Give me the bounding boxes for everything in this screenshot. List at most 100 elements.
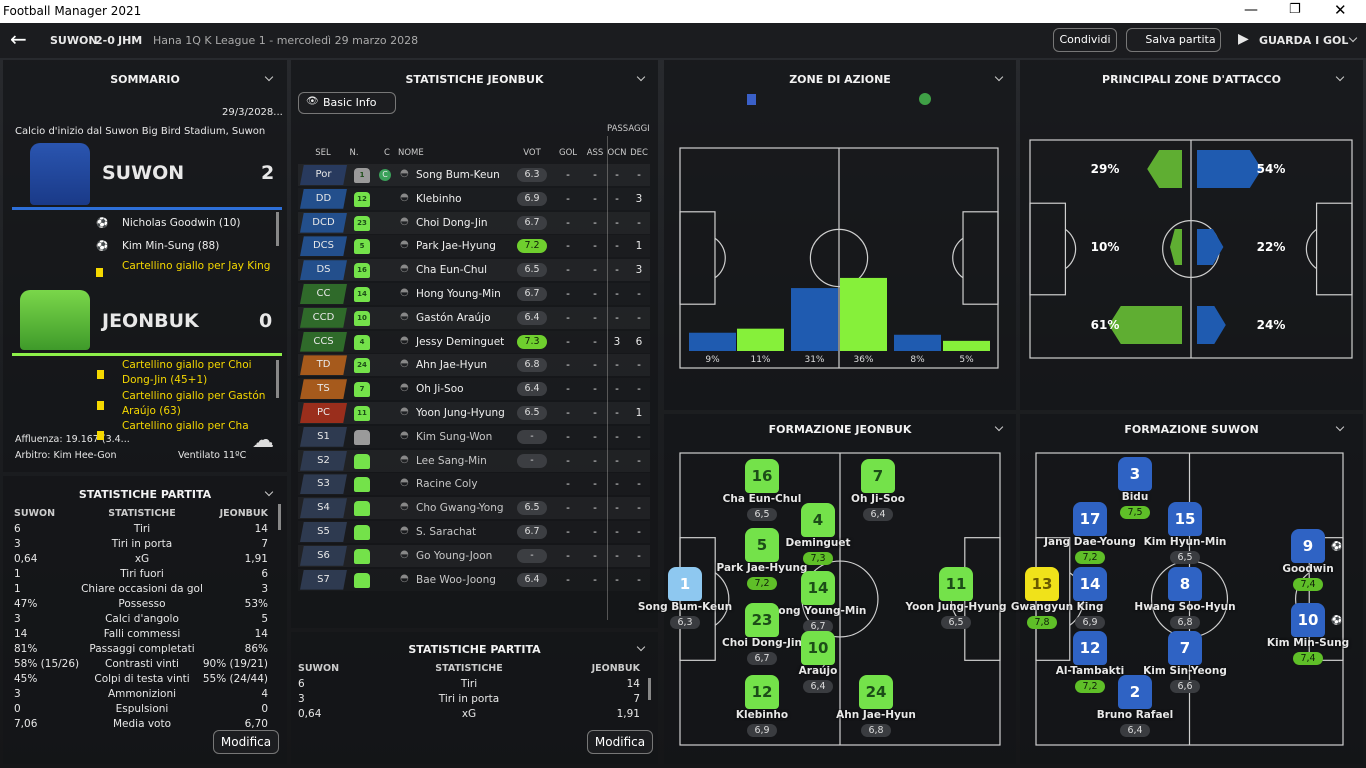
player-name[interactable]: Hong Young-Min [416,288,501,300]
player-rating: 6,3 [670,616,700,629]
player-rating: 7,2 [1075,680,1105,693]
stat-cell: - [593,311,597,324]
minimize[interactable]: — [1244,2,1258,18]
player-shirt[interactable]: 10 [801,631,835,665]
player-name[interactable]: Bae Woo-Joong [416,573,496,586]
player-name[interactable]: S. Sarachat [416,526,477,538]
player-shirt[interactable]: 23 [745,603,779,637]
panel-title: FORMAZIONE SUWON [1124,423,1259,436]
edit-button[interactable]: Modifica [587,730,653,754]
player-label: Al-Tambakti [1055,665,1125,677]
shirt-icon [354,453,370,469]
player-name[interactable]: Ahn Jae-Hyun [416,359,488,372]
player-shirt[interactable]: 11 [939,567,973,601]
zone-label: 31% [804,355,824,365]
stat-cell: - [593,502,597,515]
player-name[interactable]: Racine Coly [416,478,478,491]
player-shirt[interactable]: 16 [745,459,779,493]
stat-cell: - [615,454,619,467]
position-pill: TD [300,355,347,376]
stat-cell: - [615,264,619,277]
player-rating: 6,8 [1170,616,1200,629]
player-name[interactable]: Gastón Araújo [416,311,491,324]
player-shirt[interactable]: 5 [745,528,779,562]
edit-button[interactable]: Modifica [213,730,279,754]
player-name[interactable]: Song Bum-Keun [416,169,500,181]
player-shirt[interactable]: 9 [1291,529,1325,563]
stat-cell: - [615,216,619,229]
player-name[interactable]: Klebinho [416,192,462,205]
player-name[interactable]: Cho Gwang-Yong [416,502,504,515]
position-pill: TS [300,379,347,400]
player-shirt[interactable]: 14 [1073,567,1107,601]
player-shirt[interactable]: 15 [1168,502,1202,536]
back[interactable]: ← [10,27,27,51]
rating-pill: - [517,429,547,444]
player-name[interactable]: Jessy Deminguet [416,335,505,348]
stat-cell: - [593,264,597,277]
zone-bar [791,288,838,351]
shirt-icon: 5 [354,239,370,255]
player-shirt[interactable]: 2 [1118,675,1152,709]
player-name[interactable]: Yoon Jung-Hyung [416,407,505,419]
player-name[interactable]: Choi Dong-Jin [416,216,488,229]
player-name[interactable]: Oh Ji-Soo [416,383,464,396]
stat-cell: - [637,573,641,586]
close[interactable]: ✕ [1334,1,1347,19]
avatar-icon: ◓ [400,453,409,465]
player-shirt[interactable]: 12 [745,675,779,709]
player-shirt[interactable]: 12 [1073,631,1107,665]
stats-cell: Chiare occasioni da gol [81,583,203,595]
save-button[interactable]: Salva partita [1126,28,1221,52]
stats-header: STATISTICHE [435,663,503,674]
scrollbar [276,212,279,246]
stats-panel [3,476,287,764]
column-header: VOT [523,148,541,158]
player-name[interactable]: Kim Sung-Won [416,430,493,443]
player-rating: 7,4 [1293,652,1323,665]
player-shirt[interactable]: 8 [1168,567,1202,601]
player-label: Choi Dong-Jin [722,637,802,649]
player-shirt[interactable]: 13 [1025,567,1059,601]
avatar-icon: ◓ [400,191,409,203]
player-shirt[interactable]: 14 [801,571,835,605]
player-shirt[interactable]: 3 [1118,457,1152,491]
stats-cell: Tiri in porta [438,693,500,705]
stat-cell: - [615,240,619,253]
stats-cell: 0 [14,703,21,715]
panel-title: STATISTICHE PARTITA [78,488,212,501]
share-button[interactable]: Condividi [1053,28,1117,52]
player-label: Hong Young-Min [769,605,867,617]
stats-header: SUWON [298,663,340,674]
player-rating: 7,2 [1075,551,1105,564]
shirt-icon: 23 [354,215,370,231]
player-name[interactable]: Go Young-Joon [416,549,493,562]
home-bar [12,207,282,210]
shirt-icon: 4 [354,334,370,350]
player-shirt[interactable]: 10 [1291,603,1325,637]
player-name[interactable]: Lee Sang-Min [416,454,487,467]
flag [747,94,756,105]
player-shirt[interactable]: 7 [861,459,895,493]
view-dropdown[interactable]: Basic Info [298,92,396,114]
attack-label: 24% [1257,318,1286,332]
player-name[interactable]: Cha Eun-Chul [416,264,488,277]
event-icon [97,401,104,410]
player-shirt[interactable]: 7 [1168,631,1202,665]
stats-cell: 14 [626,678,640,690]
maximize[interactable]: ❐ [1289,2,1301,17]
scrollbar [648,678,651,700]
player-shirt[interactable]: 17 [1073,502,1107,536]
player-shirt[interactable]: 1 [668,567,702,601]
stat-cell: - [615,549,619,562]
player-label: Gwangyun [1010,601,1074,613]
rating-pill: 6.9 [517,191,547,206]
player-shirt[interactable]: 4 [801,503,835,537]
stat-cell: - [593,240,597,253]
player-shirt[interactable]: 24 [859,675,893,709]
rating-pill: 6.5 [517,406,547,420]
watch-goals[interactable]: GUARDA I GOL [1259,34,1349,47]
position-pill: DCD [300,212,347,233]
stats-cell: 7 [633,693,640,705]
player-name[interactable]: Park Jae-Hyung [416,240,496,253]
